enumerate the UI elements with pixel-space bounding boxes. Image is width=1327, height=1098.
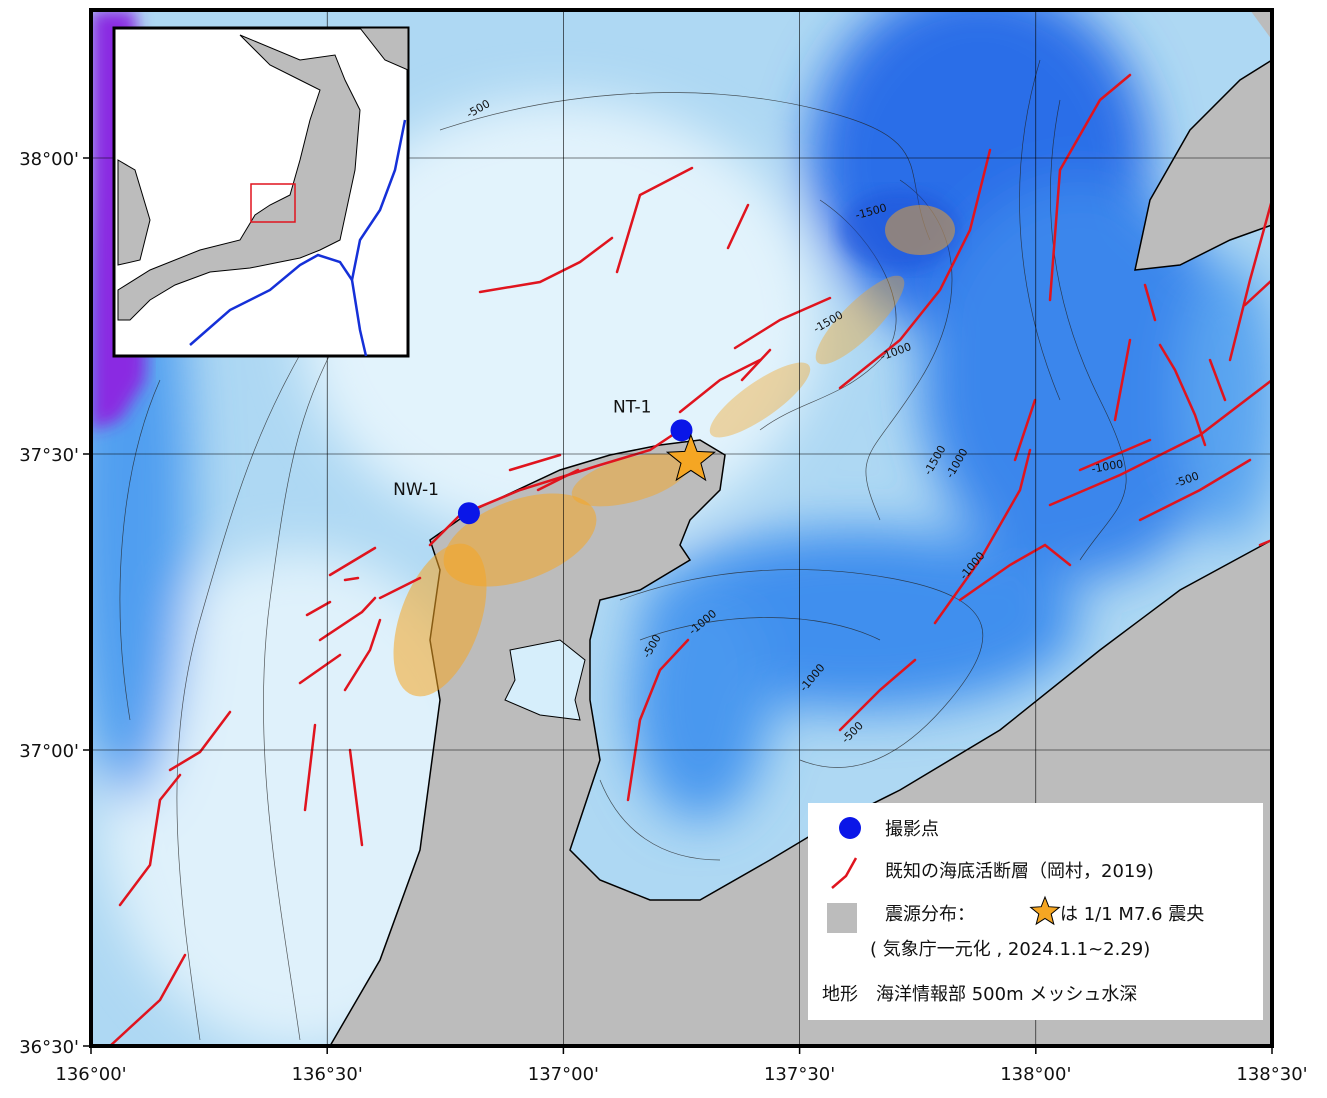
inset-map bbox=[112, 26, 410, 358]
legend: 撮影点 既知の海底活断層（岡村，2019) 震源分布： は 1/1 M7.6 震… bbox=[808, 803, 1263, 1020]
site-label: NT-1 bbox=[613, 397, 652, 417]
lon-tick-label: 138°00' bbox=[1000, 1064, 1071, 1085]
lat-tick-label: 37°00' bbox=[19, 741, 79, 762]
legend-site-marker bbox=[839, 817, 861, 839]
legend-epicenter: は 1/1 M7.6 震央 bbox=[1060, 904, 1204, 925]
site-marker bbox=[670, 419, 693, 442]
site-marker bbox=[457, 502, 480, 525]
contour-label: -1000 bbox=[1091, 457, 1125, 475]
seismicity bbox=[393, 205, 955, 697]
legend-fault: 既知の海底活断層（岡村，2019) bbox=[885, 861, 1154, 882]
legend-epicenter-marker bbox=[1029, 895, 1061, 926]
map-frame bbox=[89, 8, 1274, 1048]
sado-island bbox=[1134, 59, 1272, 271]
legend-seismicity-marker bbox=[827, 903, 857, 933]
legend-topography: 地形 海洋情報部 500m メッシュ水深 bbox=[822, 984, 1137, 1005]
site-label: NW-1 bbox=[393, 480, 439, 500]
land bbox=[1250, 10, 1272, 40]
lon-tick-label: 137°30' bbox=[764, 1064, 835, 1085]
nanao-bay bbox=[504, 639, 586, 721]
lon-tick-label: 136°00' bbox=[55, 1064, 126, 1085]
legend-fault-marker bbox=[831, 857, 858, 889]
epicenter-marker bbox=[665, 433, 717, 482]
sites: NW-1 NT-1 bbox=[393, 397, 717, 525]
faults bbox=[108, 73, 1272, 1046]
legend-source: ( 気象庁一元化 , 2024.1.1~2.29) bbox=[870, 939, 1150, 960]
lat-tick-label: 38°00' bbox=[19, 149, 79, 170]
lat-tick-label: 36°30' bbox=[19, 1037, 79, 1058]
lon-tick-label: 138°30' bbox=[1236, 1064, 1307, 1085]
lon-tick-label: 137°00' bbox=[528, 1064, 599, 1085]
axes: 136°00' 136°30' 137°00' 137°30' 138°00' 138°3… bbox=[19, 149, 1307, 1085]
legend-site: 撮影点 bbox=[885, 819, 939, 840]
lat-tick-label: 37°30' bbox=[19, 445, 79, 466]
legend-seismicity: 震源分布： bbox=[885, 904, 975, 925]
lon-tick-label: 136°30' bbox=[292, 1064, 363, 1085]
